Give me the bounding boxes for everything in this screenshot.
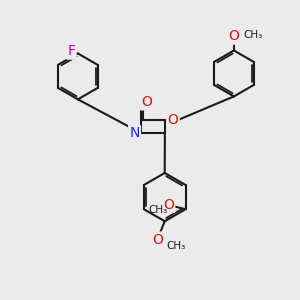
Text: CH₃: CH₃ bbox=[243, 30, 262, 40]
Text: O: O bbox=[141, 95, 152, 109]
Text: F: F bbox=[68, 44, 75, 58]
Text: O: O bbox=[152, 233, 164, 247]
Text: CH₃: CH₃ bbox=[148, 205, 168, 215]
Text: O: O bbox=[229, 29, 239, 43]
Text: N: N bbox=[129, 126, 140, 140]
Text: O: O bbox=[163, 198, 174, 212]
Text: CH₃: CH₃ bbox=[166, 241, 185, 251]
Text: O: O bbox=[168, 113, 178, 127]
